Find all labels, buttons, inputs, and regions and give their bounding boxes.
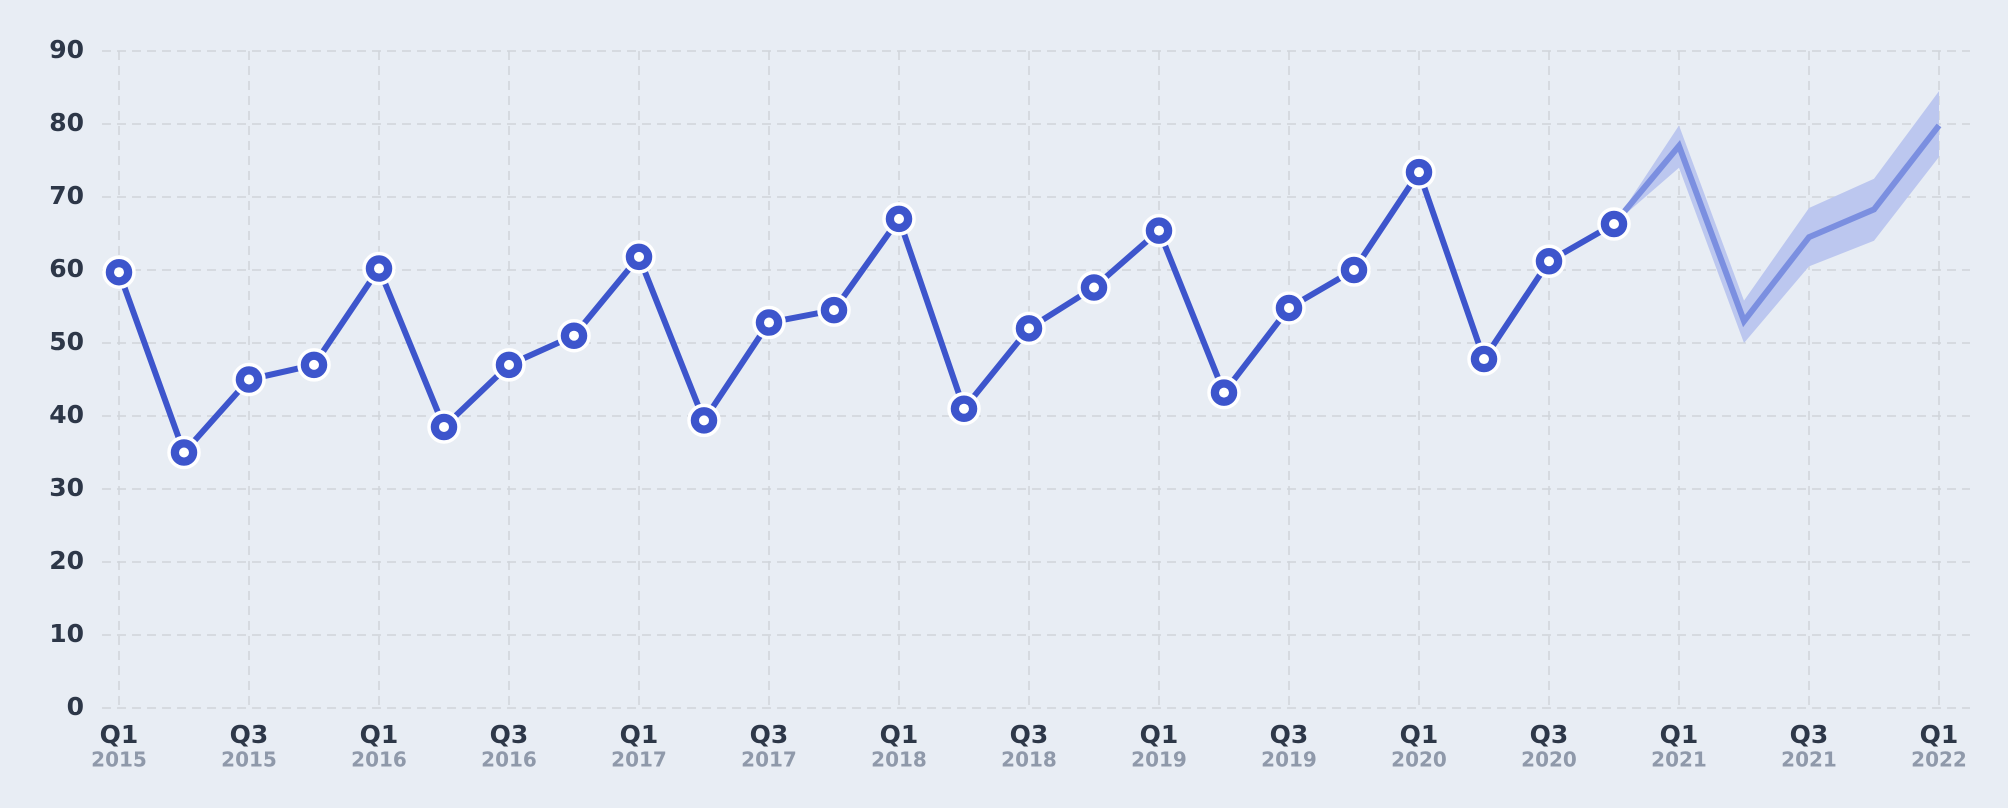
- point-center: [244, 374, 254, 385]
- y-tick-label: 30: [49, 473, 84, 502]
- x-tick-quarter: Q1: [1660, 720, 1699, 749]
- y-tick-label: 50: [49, 327, 84, 356]
- point-center: [1284, 302, 1294, 313]
- x-tick-year: 2022: [1911, 748, 1967, 772]
- x-tick-quarter: Q1: [1400, 720, 1439, 749]
- x-tick-year: 2015: [91, 748, 147, 772]
- y-tick-label: 10: [49, 619, 84, 648]
- y-tick-label: 60: [49, 254, 84, 283]
- point-center: [1219, 387, 1229, 398]
- point-center: [309, 359, 319, 370]
- point-center: [504, 359, 514, 370]
- x-tick-year: 2017: [741, 748, 797, 772]
- x-tick-quarter: Q1: [1920, 720, 1959, 749]
- x-tick-quarter: Q3: [230, 720, 269, 749]
- x-tick-quarter: Q3: [1270, 720, 1309, 749]
- point-center: [179, 447, 189, 458]
- point-center: [1154, 225, 1164, 236]
- y-tick-label: 0: [67, 692, 84, 721]
- point-center: [829, 305, 839, 316]
- x-tick-year: 2021: [1651, 748, 1707, 772]
- x-tick-year: 2015: [221, 748, 277, 772]
- y-tick-label: 40: [49, 400, 84, 429]
- point-center: [439, 421, 449, 432]
- point-center: [894, 213, 904, 224]
- x-tick-quarter: Q3: [1790, 720, 1829, 749]
- x-tick-year: 2020: [1521, 748, 1577, 772]
- point-center: [569, 330, 579, 341]
- x-tick-quarter: Q1: [880, 720, 919, 749]
- point-center: [959, 403, 969, 414]
- point-center: [634, 251, 644, 262]
- x-tick-quarter: Q1: [1140, 720, 1179, 749]
- series-line: [116, 165, 1616, 459]
- point-center: [374, 263, 384, 274]
- x-tick-year: 2017: [611, 748, 667, 772]
- y-tick-label: 90: [49, 35, 84, 64]
- point-center: [764, 317, 774, 328]
- x-tick-year: 2020: [1391, 748, 1447, 772]
- x-tick-quarter: Q1: [100, 720, 139, 749]
- x-tick-year: 2019: [1261, 748, 1317, 772]
- x-tick-quarter: Q1: [620, 720, 659, 749]
- y-tick-label: 70: [49, 181, 84, 210]
- point-center: [1024, 323, 1034, 334]
- point-center: [1479, 354, 1489, 365]
- x-tick-quarter: Q3: [1010, 720, 1049, 749]
- x-tick-quarter: Q1: [360, 720, 399, 749]
- point-center: [1609, 219, 1619, 230]
- x-tick-year: 2018: [871, 748, 927, 772]
- y-tick-label: 20: [49, 546, 84, 575]
- x-tick-year: 2019: [1131, 748, 1187, 772]
- point-center: [114, 267, 124, 278]
- point-center: [1414, 167, 1424, 178]
- x-tick-quarter: Q3: [750, 720, 789, 749]
- series-line: [1611, 123, 1942, 328]
- point-center: [1089, 282, 1099, 293]
- confidence-band: [1614, 91, 1939, 344]
- x-tick-year: 2021: [1781, 748, 1837, 772]
- x-tick-year: 2016: [351, 748, 407, 772]
- point-center: [1544, 256, 1554, 267]
- point-center: [699, 415, 709, 426]
- x-tick-quarter: Q3: [490, 720, 529, 749]
- x-tick-year: 2018: [1001, 748, 1057, 772]
- x-tick-quarter: Q3: [1530, 720, 1569, 749]
- y-tick-label: 80: [49, 108, 84, 137]
- x-tick-year: 2016: [481, 748, 537, 772]
- point-center: [1349, 265, 1359, 275]
